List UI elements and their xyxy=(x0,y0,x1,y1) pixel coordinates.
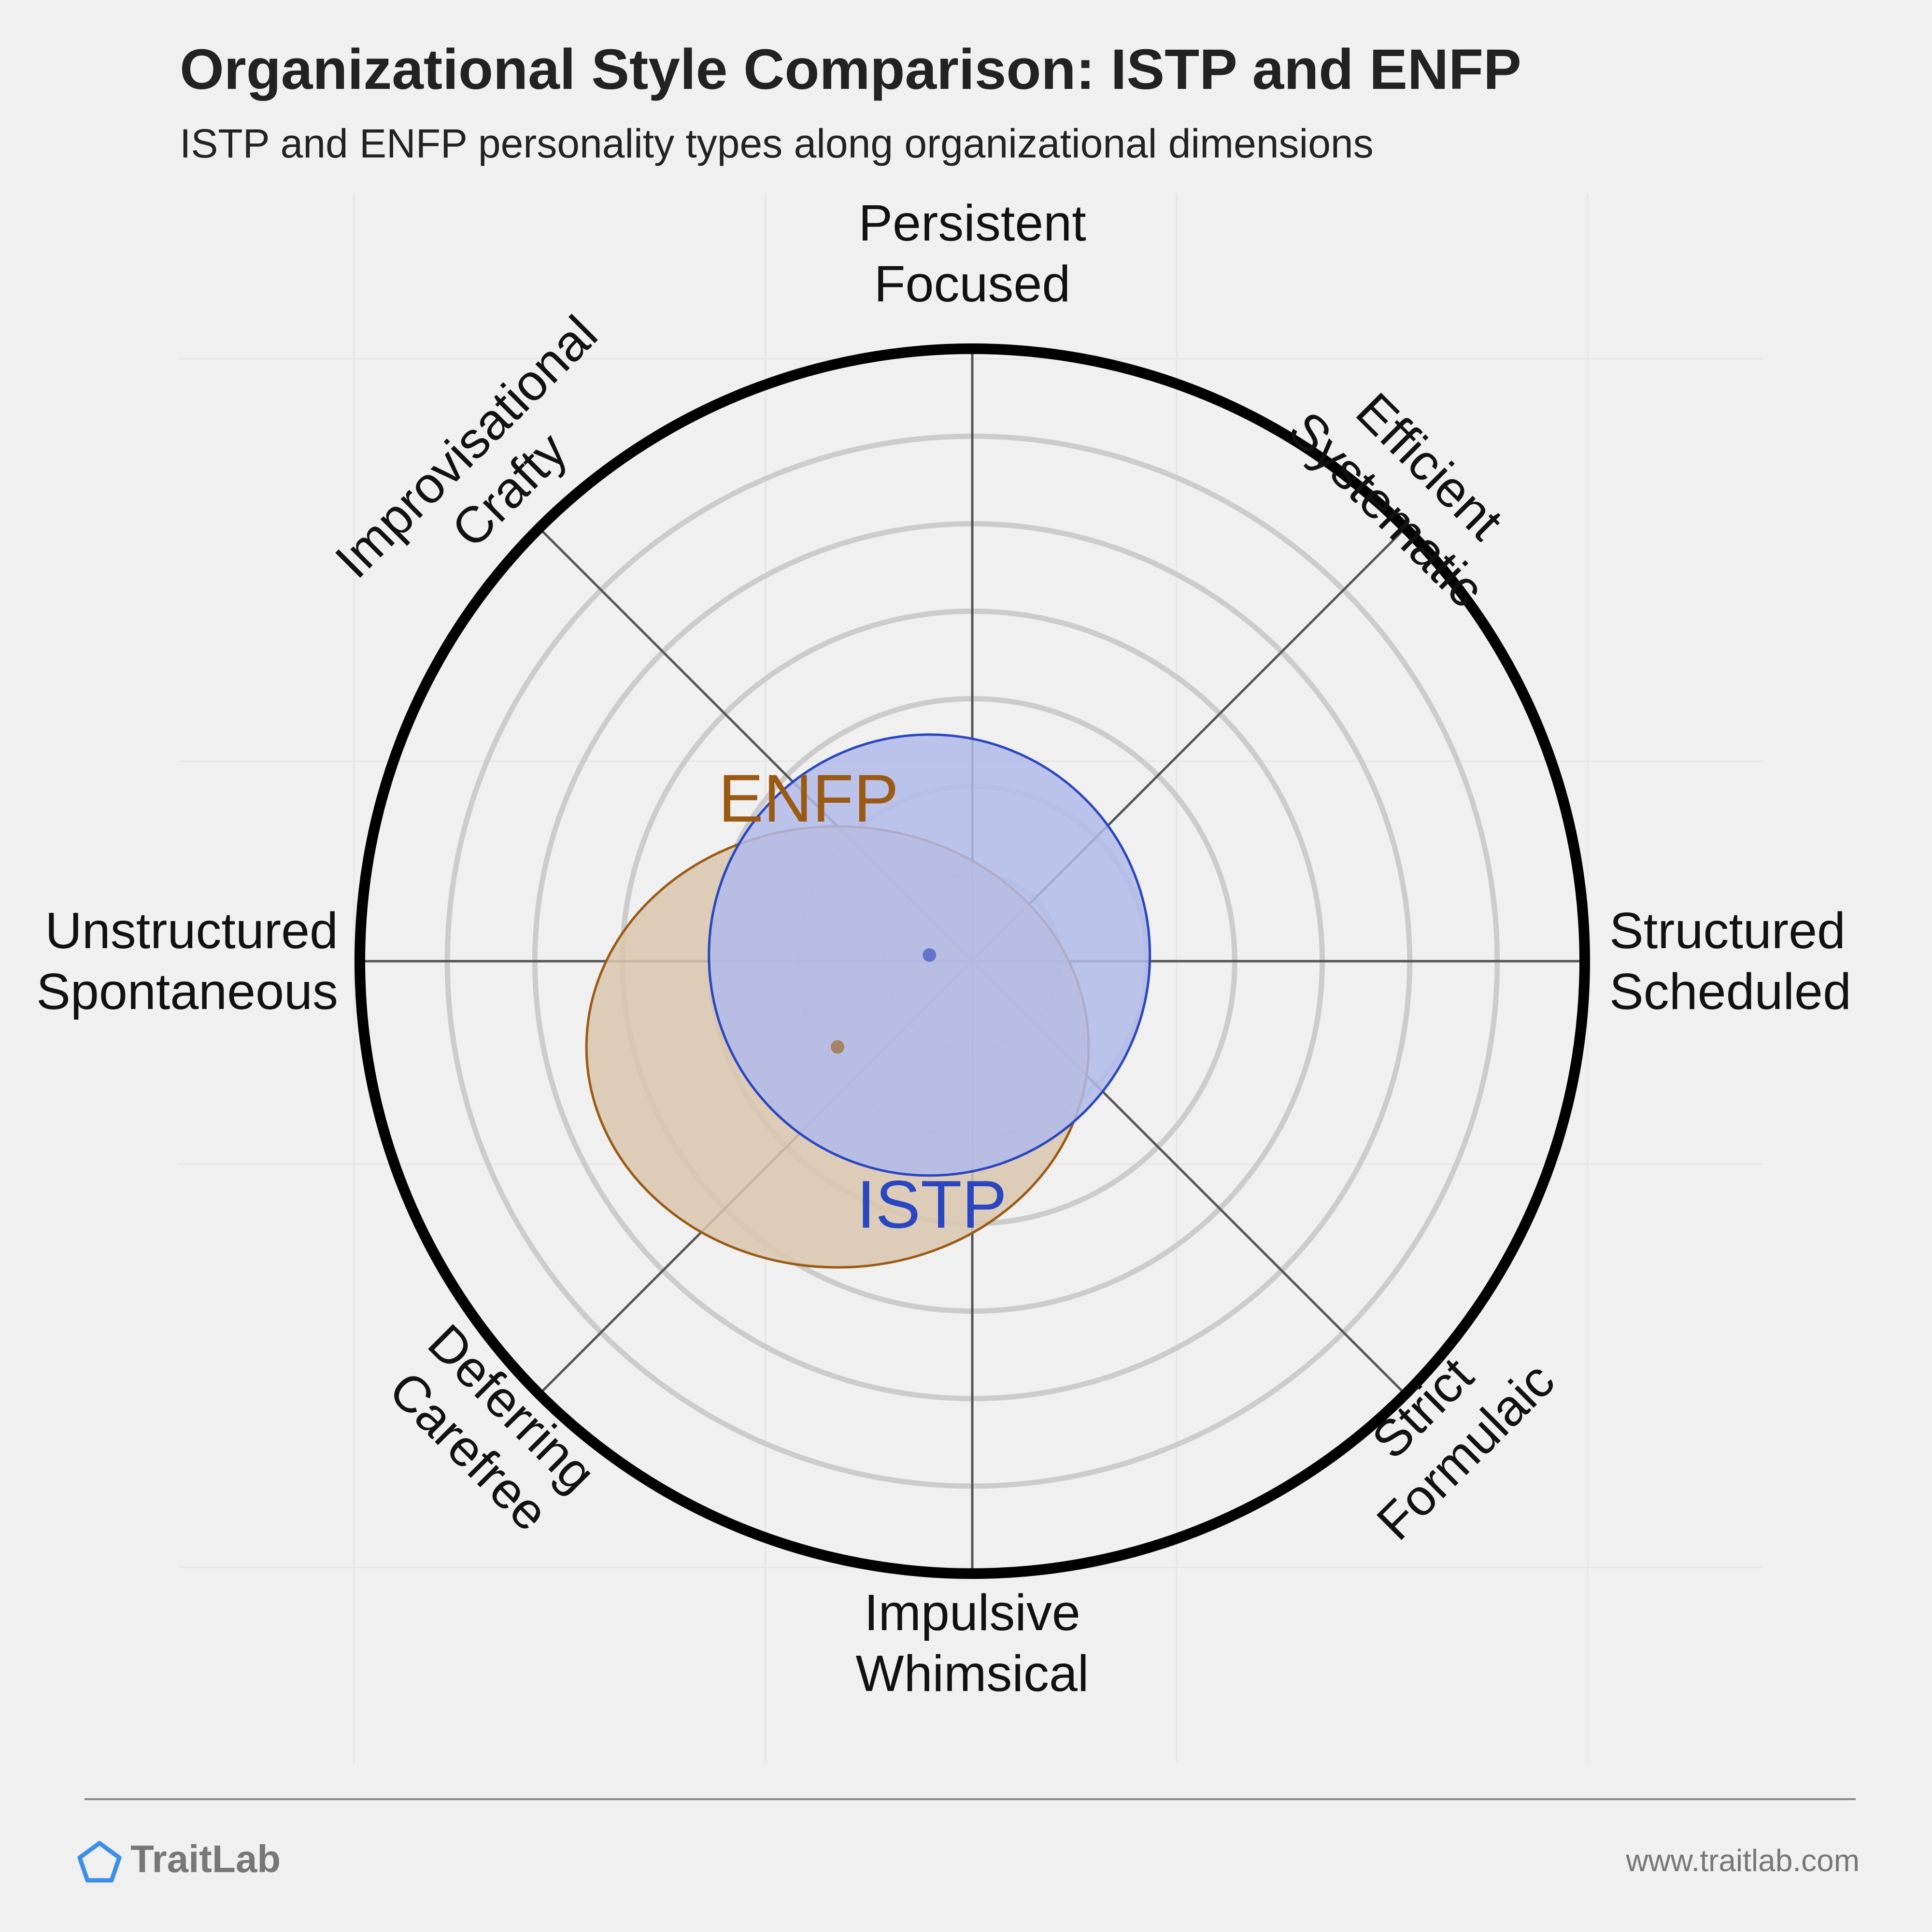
pentagon-icon xyxy=(77,1841,122,1883)
axis-label-text-structured: Structured xyxy=(1609,902,1846,959)
axis-label-text-persistent: Persistent xyxy=(858,195,1086,252)
chart-subtitle: ISTP and ENFP personality types along or… xyxy=(180,121,1374,166)
series-center-istp xyxy=(923,948,937,962)
axis-label-text-unstructured: Unstructured xyxy=(45,902,338,959)
series-center-enfp xyxy=(831,1040,845,1054)
series-layer: ISTP ENFP xyxy=(585,733,1151,1269)
axis-label-text-impulsive: Impulsive xyxy=(864,1584,1080,1641)
chart-title: Organizational Style Comparison: ISTP an… xyxy=(180,38,1521,101)
brand-url: www.traitlab.com xyxy=(1625,1843,1860,1878)
outer-ring xyxy=(355,343,1590,1579)
axis-label-text-focused: Focused xyxy=(874,256,1071,313)
series-label-istp: ISTP xyxy=(857,1166,1007,1242)
axis-label-text-spontaneous: Spontaneous xyxy=(36,963,338,1020)
axis-label-text-scheduled: Scheduled xyxy=(1609,963,1851,1020)
traitlab-logo: TraitLab xyxy=(77,1837,281,1883)
axis-label-text-whimsical: Whimsical xyxy=(856,1645,1089,1702)
brand-name: TraitLab xyxy=(130,1837,281,1880)
series-label-enfp: ENFP xyxy=(718,760,898,836)
